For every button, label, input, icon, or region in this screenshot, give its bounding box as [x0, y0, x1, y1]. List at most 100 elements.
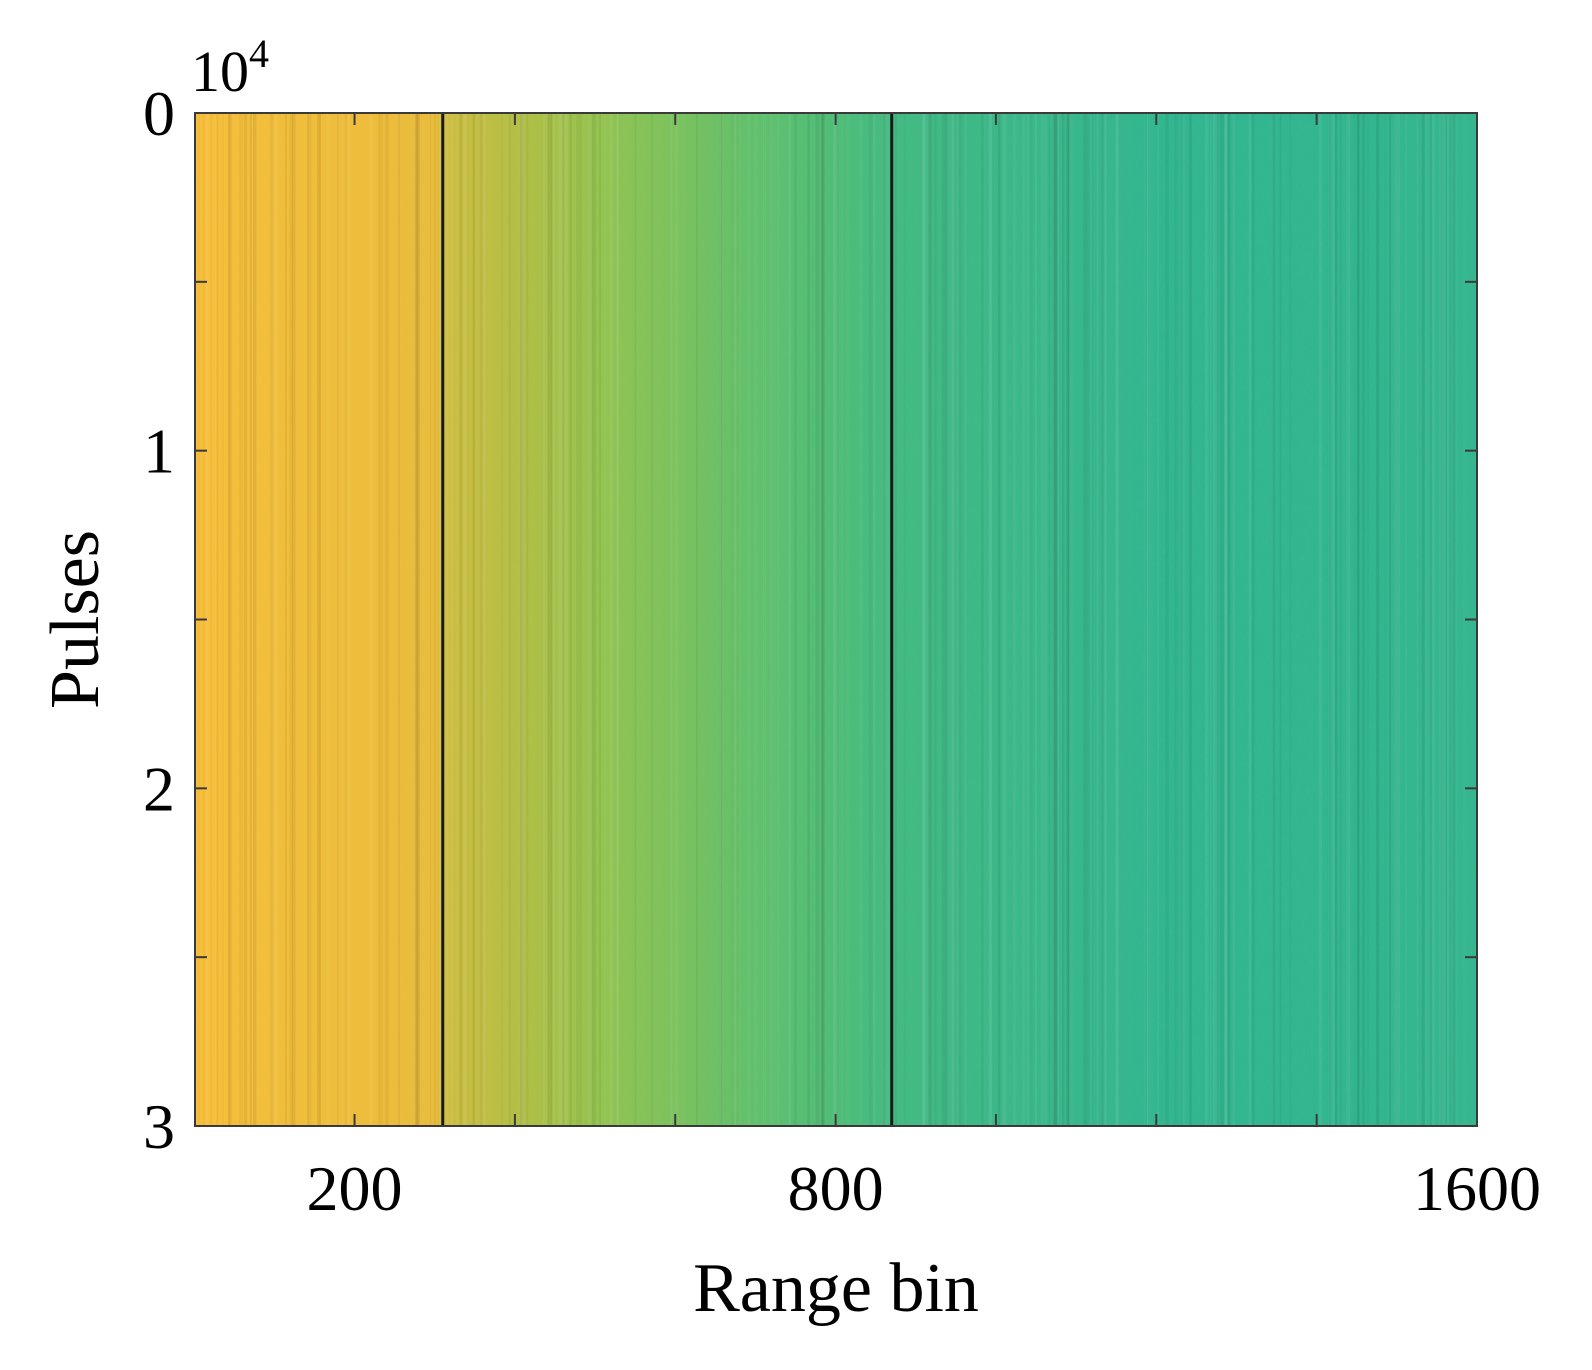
- heatmap-streak: [989, 113, 993, 1126]
- heatmap-streak: [1385, 113, 1387, 1126]
- heatmap-streak: [342, 113, 346, 1126]
- heatmap-streak: [542, 113, 545, 1126]
- heatmap-streak: [895, 113, 897, 1126]
- heatmap-streak: [815, 113, 820, 1126]
- x-tick-label: 1600: [1413, 1153, 1541, 1224]
- heatmap-streak: [557, 113, 561, 1126]
- x-tick-label: 800: [788, 1153, 884, 1224]
- heatmap-streak: [348, 113, 350, 1126]
- heatmap-streak: [1439, 113, 1444, 1126]
- heatmap-streak: [737, 113, 741, 1126]
- heatmap-streak: [1318, 113, 1322, 1126]
- heatmap-streak: [564, 113, 568, 1126]
- heatmap-streak: [483, 113, 487, 1126]
- heatmap-streak: [518, 113, 519, 1126]
- heatmap-streak: [1103, 113, 1107, 1126]
- heatmap-streak: [592, 113, 596, 1126]
- heatmap-streak: [962, 113, 963, 1126]
- heatmap-streak: [430, 113, 432, 1126]
- heatmap-streak: [651, 113, 653, 1126]
- heatmap-streak: [1096, 113, 1099, 1126]
- heatmap-streak: [696, 113, 698, 1126]
- heatmap-streak: [1157, 113, 1159, 1126]
- heatmap-streak: [317, 113, 321, 1126]
- heatmap-streak: [789, 113, 790, 1126]
- y-tick-label: 2: [143, 753, 175, 824]
- heatmap-streak: [1232, 113, 1235, 1126]
- heatmap-streak: [1101, 113, 1104, 1126]
- heatmap-streak: [307, 113, 309, 1126]
- heatmap-streak: [788, 113, 791, 1126]
- heatmap-streak: [1067, 113, 1070, 1126]
- heatmap-streak: [1210, 113, 1212, 1126]
- heatmap-streak: [821, 113, 824, 1126]
- heatmap-streak: [836, 113, 839, 1126]
- heatmap-streak: [983, 113, 985, 1126]
- heatmap-streak: [243, 113, 248, 1126]
- heatmap-streak: [1279, 113, 1282, 1126]
- heatmap-streak: [415, 113, 418, 1126]
- heatmap-streak: [1147, 113, 1150, 1126]
- heatmap-streak: [480, 113, 483, 1126]
- heatmap-streak: [609, 113, 613, 1126]
- heatmap-streak: [520, 113, 524, 1126]
- heatmap-streak: [763, 113, 765, 1126]
- heatmap-streak: [270, 113, 274, 1126]
- heatmap-streak: [833, 113, 838, 1126]
- heatmap-streak: [580, 113, 582, 1126]
- heatmap-streak: [1289, 113, 1292, 1126]
- heatmap-streak: [1367, 113, 1369, 1126]
- heatmap-streak: [416, 113, 420, 1126]
- heatmap-streak: [950, 113, 952, 1126]
- heatmap-streak: [559, 113, 563, 1126]
- heatmap-streak: [258, 113, 260, 1126]
- heatmap-streak: [922, 113, 926, 1126]
- heatmap-streak: [369, 113, 373, 1126]
- heatmap-streak: [378, 113, 381, 1126]
- heatmap-streak: [1034, 113, 1037, 1126]
- heatmap-streak: [764, 113, 766, 1126]
- heatmap-streak: [526, 113, 528, 1126]
- heatmap-streak: [952, 113, 954, 1126]
- heatmap-streak: [1227, 113, 1231, 1126]
- heatmap-streak: [801, 113, 803, 1126]
- heatmap-streak: [210, 113, 212, 1126]
- heatmap-streak: [1215, 113, 1218, 1126]
- heatmap-streak: [1431, 113, 1435, 1126]
- heatmap-streak: [1103, 113, 1105, 1126]
- heatmap-streak: [228, 113, 232, 1126]
- heatmap-streak: [569, 113, 572, 1126]
- heatmap-streak: [1182, 113, 1185, 1126]
- heatmap-streak: [1012, 113, 1017, 1126]
- y-tick-label: 1: [143, 416, 175, 487]
- heatmap-streak: [882, 113, 886, 1126]
- heatmap-streak: [1252, 113, 1255, 1126]
- heatmap-streak: [675, 113, 679, 1126]
- heatmap-streak: [820, 113, 825, 1126]
- heatmap-streak: [1421, 113, 1425, 1126]
- heatmap-streak: [1181, 113, 1183, 1126]
- heatmap-streak: [1022, 113, 1026, 1126]
- heatmap-streak: [846, 113, 850, 1126]
- y-axis-ticks: 0 1 2 3: [143, 78, 1477, 1162]
- y-exponent-power: 4: [249, 31, 269, 76]
- heatmap-streak: [719, 113, 724, 1126]
- heatmap-streak: [872, 113, 876, 1126]
- heatmap-streak: [1147, 113, 1149, 1126]
- heatmap-streak: [616, 113, 619, 1126]
- heatmap-streak: [1272, 113, 1276, 1126]
- heatmap-streak: [941, 113, 944, 1126]
- heatmap-streak: [1224, 113, 1228, 1126]
- heatmap-streak: [773, 113, 776, 1126]
- heatmap-streak: [482, 113, 484, 1126]
- heatmap-streak: [216, 113, 218, 1126]
- heatmap-streak: [822, 113, 825, 1126]
- heatmap-streak: [576, 113, 580, 1126]
- heatmap-streak: [841, 113, 843, 1126]
- heatmap-streak: [886, 113, 890, 1126]
- heatmap-streak: [807, 113, 810, 1126]
- heatmap-streak: [291, 113, 296, 1126]
- heatmap-streak: [881, 113, 882, 1126]
- heatmap-streak: [1144, 113, 1145, 1126]
- heatmap-streak: [1174, 113, 1176, 1126]
